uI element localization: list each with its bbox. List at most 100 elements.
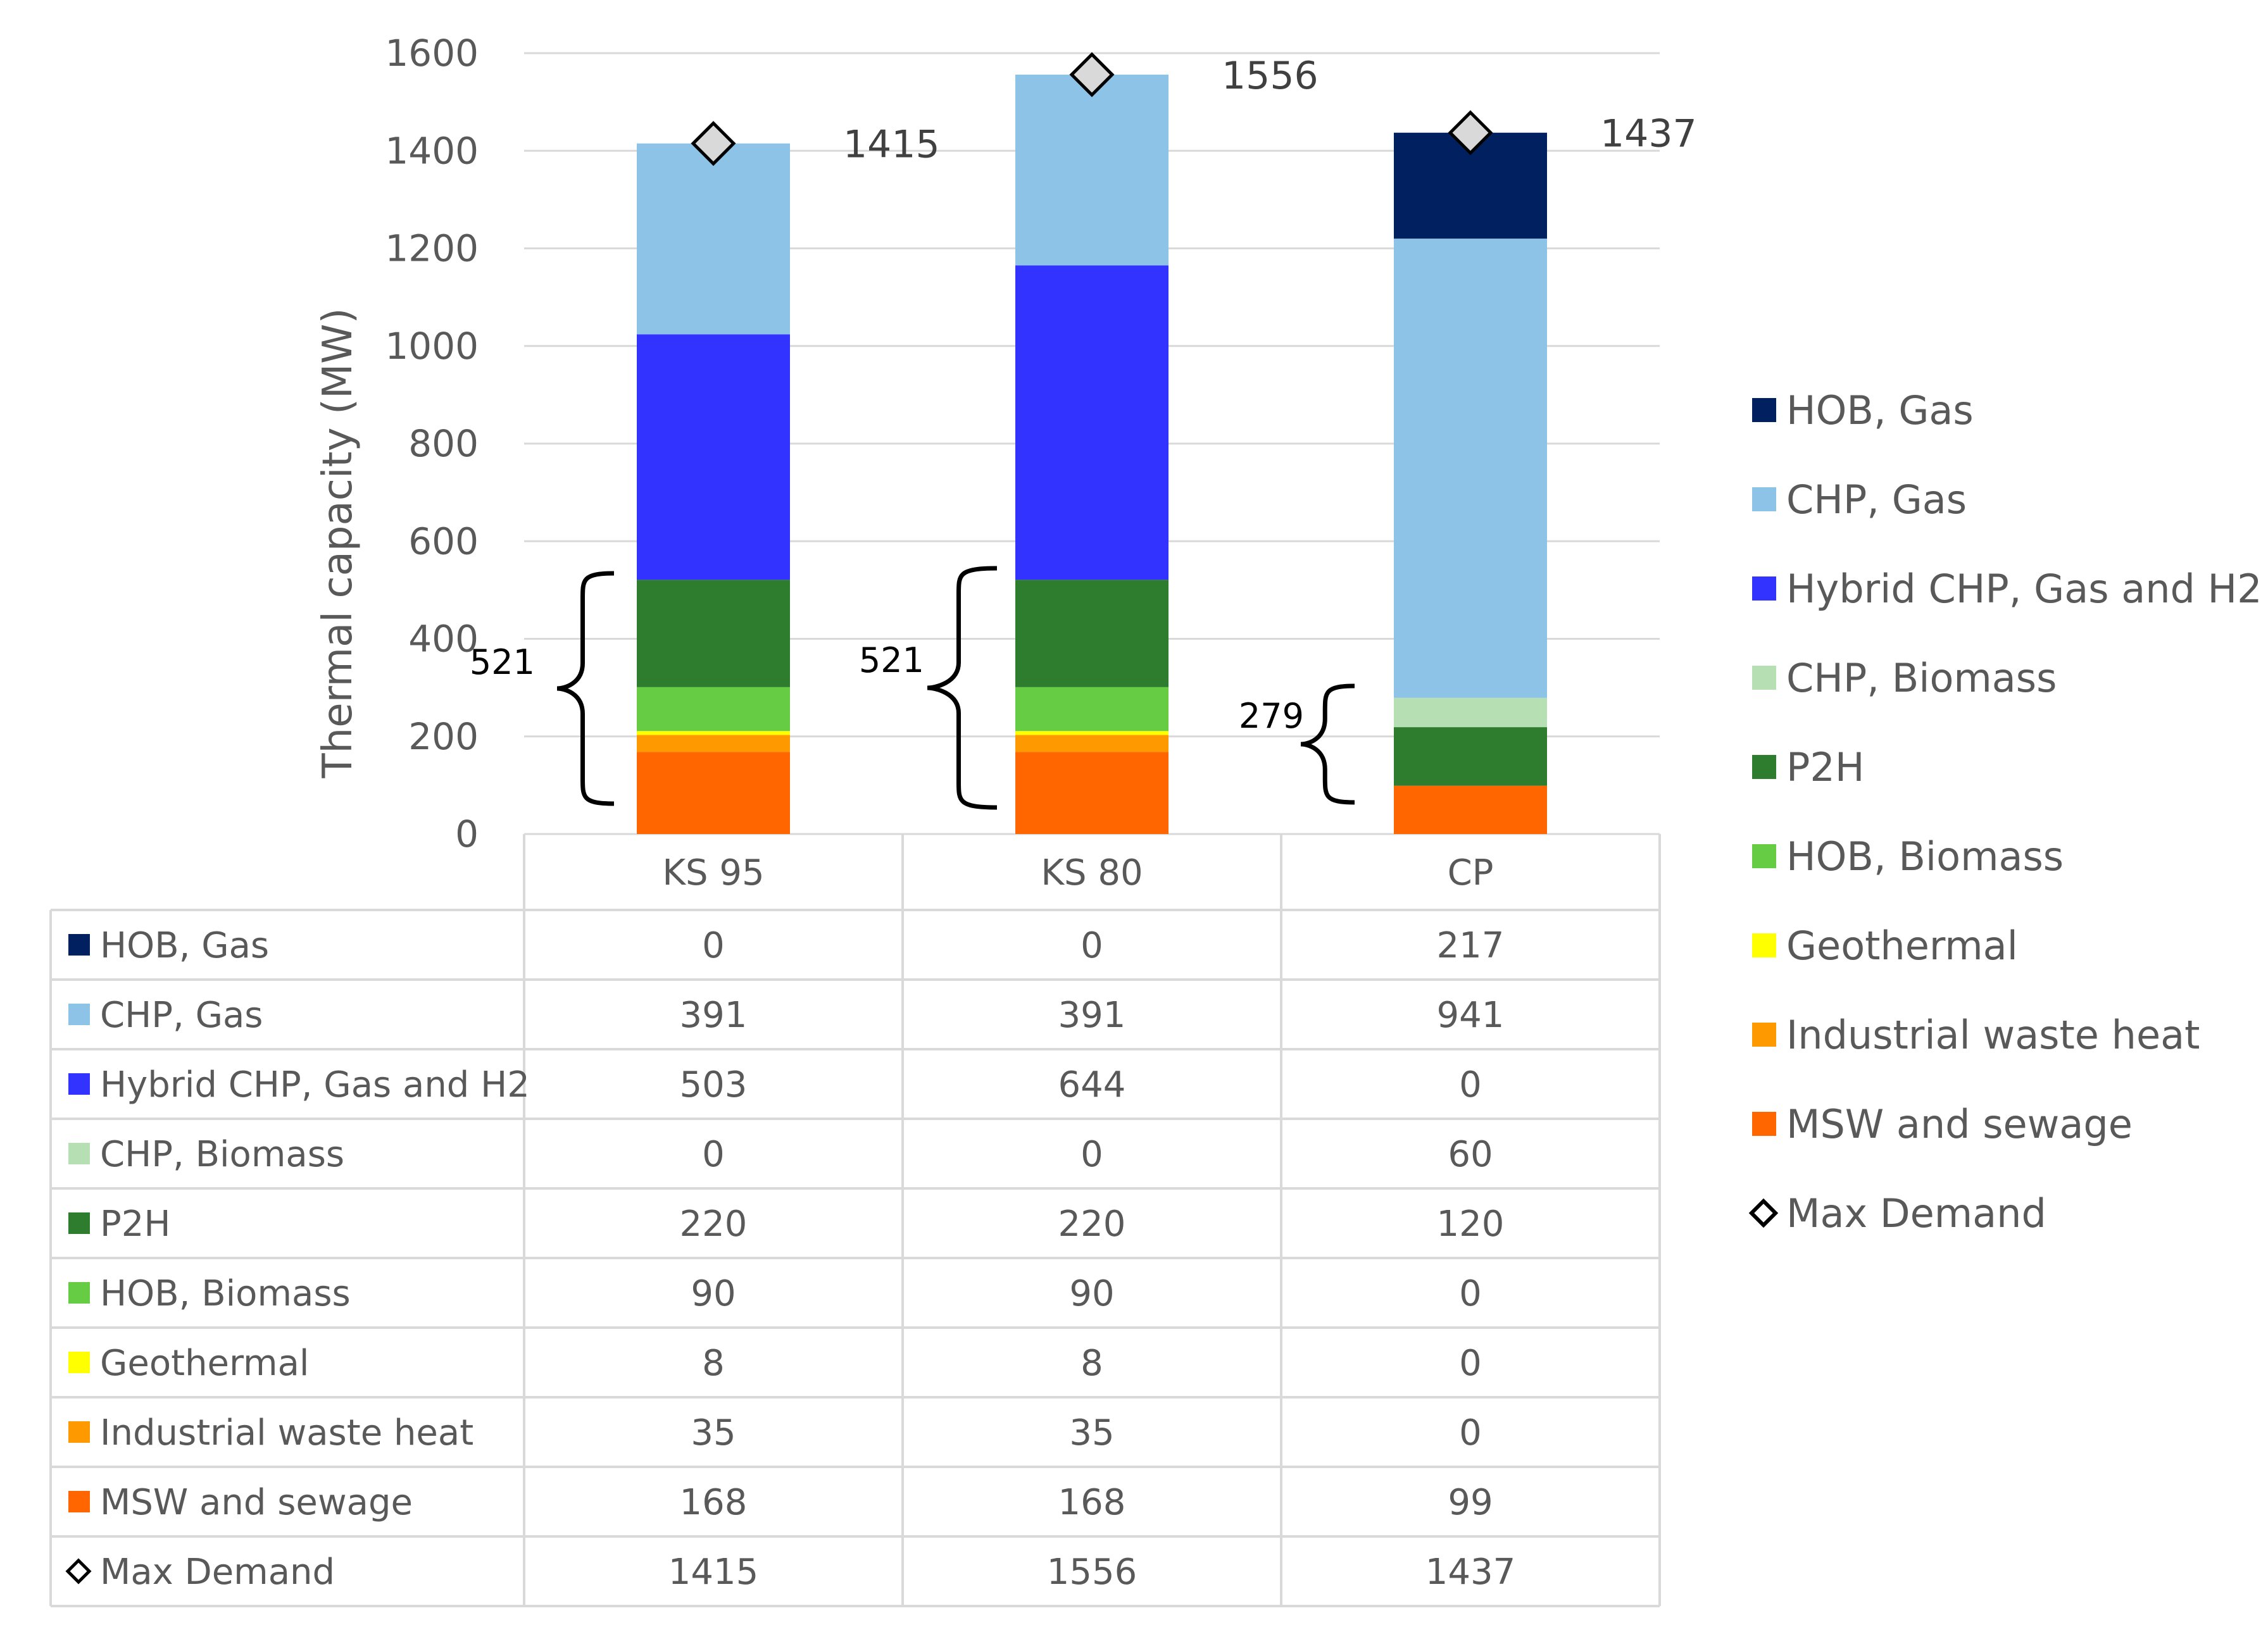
table-cell: 391 <box>680 995 748 1036</box>
y-tick-label: 1000 <box>385 325 479 368</box>
table-row-label: CHP, Biomass <box>100 1134 344 1175</box>
table-cell: 220 <box>680 1204 748 1245</box>
legend-item-chp-biomass: CHP, Biomass <box>1786 655 2057 701</box>
legend-item-geothermal: Geothermal <box>1786 923 2018 969</box>
bar-segment-chp-gas <box>1394 239 1547 698</box>
bar-segment-p2h <box>1015 580 1168 687</box>
legend-item-hob-gas: HOB, Gas <box>1786 387 1974 433</box>
table-cell: 220 <box>1058 1204 1126 1245</box>
legend-key-hob-gas <box>1752 398 1776 422</box>
table-cell: 1556 <box>1047 1552 1137 1593</box>
table-cell: 0 <box>1081 1134 1103 1175</box>
legend-key-hob-biomass <box>1752 844 1776 868</box>
table-cell: 60 <box>1448 1134 1493 1175</box>
legend-key-hybrid-chp-gas-and-h2 <box>1752 576 1776 601</box>
table-cell: 503 <box>680 1064 748 1106</box>
table-cell: 0 <box>1459 1064 1482 1106</box>
legend-item-p2h: P2H <box>1786 744 1864 790</box>
table-cell: 90 <box>1069 1273 1114 1314</box>
bar-segment-geothermal <box>637 731 790 735</box>
y-tick-label: 1600 <box>385 32 479 75</box>
legend-key-p2h <box>1752 755 1776 779</box>
table-cell: 1437 <box>1425 1552 1516 1593</box>
annotation-label: 521 <box>470 642 535 682</box>
table-row-label: HOB, Gas <box>100 925 269 966</box>
annotation-brace <box>927 566 998 810</box>
bars <box>637 74 1547 834</box>
table-cell: 644 <box>1058 1064 1126 1106</box>
legend-key-hob-biomass <box>68 1282 90 1304</box>
legend-item-hybrid-chp-gas-and-h2: Hybrid CHP, Gas and H2 <box>1786 566 2262 612</box>
table-cell: 217 <box>1437 925 1505 966</box>
table-cell: 0 <box>702 1134 725 1175</box>
bar-segment-msw-and-sewage <box>1015 752 1168 834</box>
legend-key-chp-gas <box>1752 487 1776 511</box>
table-header-ks-80: KS 80 <box>1041 852 1143 894</box>
legend-key-hob-gas <box>68 934 90 956</box>
y-axis-ticks: 0 200 400 600 800 1000 1200 1400 1600 <box>385 32 479 856</box>
annotation-brace <box>556 571 615 806</box>
table-row-label: Industrial waste heat <box>100 1412 473 1454</box>
annotation-brace <box>1300 683 1355 805</box>
legend-key-max-demand <box>1748 1198 1779 1228</box>
annotation-label: 521 <box>859 640 924 680</box>
max-demand-label: 1556 <box>1222 54 1319 98</box>
max-demand-markers: 1415 1556 1437 <box>691 52 1697 167</box>
table-cell: 0 <box>1459 1273 1482 1314</box>
bar-segment-industrial-waste-heat <box>637 735 790 752</box>
y-tick-label: 800 <box>408 422 479 465</box>
table-cell: 90 <box>691 1273 736 1314</box>
y-tick-label: 0 <box>455 813 479 856</box>
bar-segment-industrial-waste-heat <box>1015 735 1168 752</box>
table-row-label: Hybrid CHP, Gas and H2 <box>100 1064 530 1106</box>
table-row-label: MSW and sewage <box>100 1482 413 1523</box>
y-axis-label: Thermal capacity (MW) <box>315 308 361 779</box>
table-row-label: HOB, Biomass <box>100 1273 351 1314</box>
table-cell: 168 <box>680 1482 748 1523</box>
legend-key-p2h <box>68 1212 90 1234</box>
legend-key-industrial-waste-heat <box>68 1421 90 1443</box>
table-cell: 0 <box>1459 1412 1482 1454</box>
table-cell: 8 <box>1081 1343 1103 1384</box>
bar-segment-hob-biomass <box>637 687 790 732</box>
table-cell: 0 <box>702 925 725 966</box>
bar-segment-chp-gas <box>1015 74 1168 266</box>
table-cell: 391 <box>1058 995 1126 1036</box>
bar-segment-p2h <box>637 580 790 687</box>
legend-key-geothermal <box>68 1352 90 1373</box>
table-cell: 1415 <box>668 1552 759 1593</box>
legend-item-msw-and-sewage: MSW and sewage <box>1786 1101 2133 1147</box>
legend: HOB, Gas CHP, Gas Hybrid CHP, Gas and H2 CH… <box>1748 387 2262 1236</box>
legend-key-max-demand <box>65 1558 92 1585</box>
table-cell: 120 <box>1437 1204 1505 1245</box>
legend-item-max-demand: Max Demand <box>1786 1190 2046 1236</box>
legend-key-industrial-waste-heat <box>1752 1023 1776 1047</box>
legend-key-hybrid-chp-gas-and-h2 <box>68 1073 90 1095</box>
table-row-label: Geothermal <box>100 1343 309 1384</box>
data-table: KS 95 KS 80 CP HOB, Gas 0 0 217 CHP, Gas 391 391 9… <box>49 834 1661 1607</box>
legend-item-industrial-waste-heat: Industrial waste heat <box>1786 1012 2200 1058</box>
legend-key-chp-biomass <box>68 1143 90 1164</box>
legend-item-hob-biomass: HOB, Biomass <box>1786 833 2064 880</box>
bar-segment-hybrid-chp-gas-and-h2 <box>637 334 790 580</box>
table-cell: 0 <box>1081 925 1103 966</box>
table-cell: 8 <box>702 1343 725 1384</box>
max-demand-label: 1415 <box>843 123 940 167</box>
table-cell: 0 <box>1459 1343 1482 1384</box>
table-cell: 168 <box>1058 1482 1126 1523</box>
legend-key-chp-biomass <box>1752 666 1776 690</box>
table-cell: 35 <box>691 1412 736 1454</box>
y-tick-label: 1200 <box>385 227 479 270</box>
bar-segment-hob-biomass <box>1015 687 1168 732</box>
bar-segment-msw-and-sewage <box>637 752 790 834</box>
table-header-ks-95: KS 95 <box>662 852 764 894</box>
table-row-label: P2H <box>100 1204 171 1245</box>
bar-segment-chp-gas <box>637 143 790 335</box>
max-demand-marker <box>691 121 736 166</box>
legend-key-msw-and-sewage <box>1752 1112 1776 1136</box>
table-cell: 99 <box>1448 1482 1493 1523</box>
y-tick-label: 1400 <box>385 129 479 172</box>
table-header-cp: CP <box>1448 852 1494 894</box>
max-demand-label: 1437 <box>1600 112 1697 156</box>
